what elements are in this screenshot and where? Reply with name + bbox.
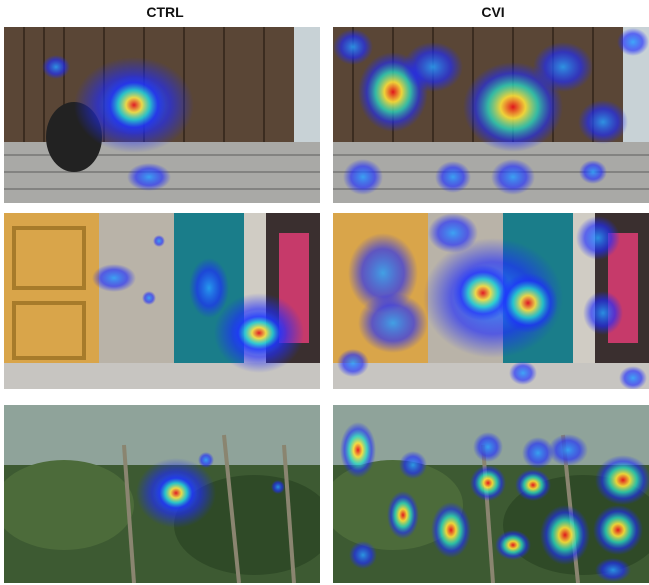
- column-header-cvi: CVI: [481, 4, 505, 20]
- panel-cvi-steps: [333, 27, 649, 203]
- panel-ctrl-steps: [4, 27, 320, 203]
- panel-cvi-doors: [333, 213, 649, 389]
- panel-cvi-palms: [333, 405, 649, 583]
- panel-ctrl-palms: [4, 405, 320, 583]
- scene-palms-cvi-image: [333, 405, 649, 583]
- scene-palms-ctrl-image: [4, 405, 320, 583]
- scene-doors-cvi-image: [333, 213, 649, 389]
- scene-steps-ctrl-image: [4, 27, 320, 203]
- scene-steps-cvi-image: [333, 27, 649, 203]
- column-header-ctrl: CTRL: [146, 4, 184, 20]
- panel-ctrl-doors: [4, 213, 320, 389]
- scene-doors-ctrl-image: [4, 213, 320, 389]
